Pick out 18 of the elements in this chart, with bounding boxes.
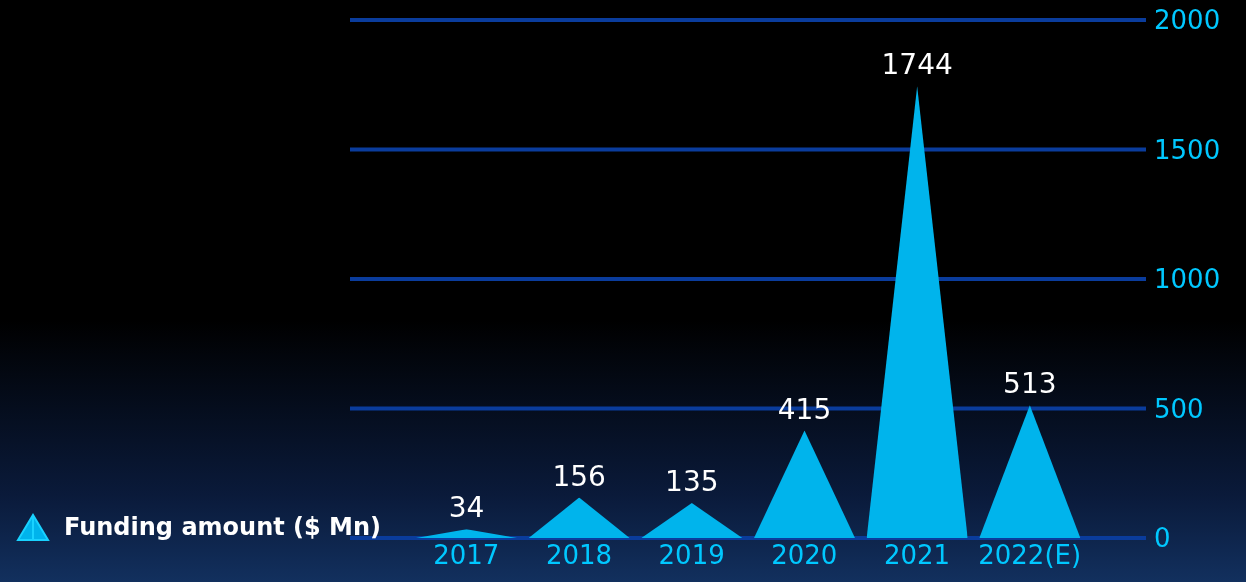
x-tick-label: 2020 (771, 540, 838, 571)
x-tick-label: 2018 (545, 540, 613, 571)
legend-label: Funding amount ($ Mn) (64, 513, 382, 541)
data-label: 513 (1003, 367, 1057, 401)
y-tick-label: 1000 (1154, 264, 1221, 295)
y-tick-label: 500 (1154, 393, 1204, 424)
y-tick-label: 0 (1154, 523, 1171, 554)
y-tick-label: 2000 (1154, 5, 1221, 36)
x-tick-label: 2019 (658, 540, 725, 571)
y-tick-label: 1500 (1154, 134, 1221, 165)
x-tick-label: 2022(E) (978, 540, 1082, 571)
data-label: 156 (552, 459, 606, 493)
data-label: 34 (448, 491, 485, 525)
data-label: 415 (777, 392, 832, 426)
data-label: 135 (665, 465, 719, 499)
x-tick-label: 2021 (883, 540, 951, 571)
data-label: 1744 (881, 48, 953, 82)
x-tick-label: 2017 (433, 540, 500, 571)
